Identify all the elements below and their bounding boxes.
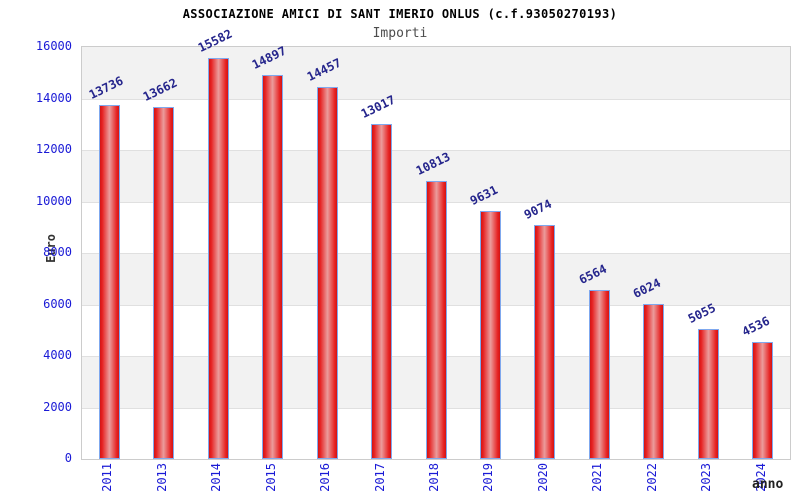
bar-2017	[371, 123, 393, 459]
bar-2016	[316, 86, 338, 459]
bar-2020	[534, 225, 556, 459]
y-tick-label: 0	[64, 451, 72, 465]
bar-2024	[752, 342, 774, 459]
y-tick-label: 12000	[35, 142, 72, 156]
x-tick-label: 2016	[318, 463, 333, 492]
plot-band-white	[82, 98, 790, 150]
y-tick-label: 14000	[35, 90, 72, 105]
bar-2014	[207, 57, 229, 459]
y-tick-label: 2000	[43, 399, 72, 414]
x-tick-label: 2018	[427, 463, 441, 492]
x-tick-label: 2021	[590, 463, 605, 492]
x-tick-label: 2014	[209, 463, 224, 492]
x-tick-label: 2022	[644, 463, 659, 492]
y-axis: 0 2000 4000 6000 8000 10000 12000 14000 16000	[0, 39, 72, 465]
x-tick-label: 2017	[372, 463, 387, 492]
bar-2021	[588, 289, 610, 459]
bar-2015	[262, 75, 284, 459]
x-tick-label: 2011	[100, 463, 115, 492]
bar-2018	[425, 180, 447, 459]
y-tick-label: 8000	[43, 245, 72, 259]
x-tick-label: 2013	[154, 463, 169, 492]
bar-2022	[643, 303, 665, 459]
plot-area: 13736 13662 15582 14897 14457 13017 10813 9631 9…	[81, 26, 791, 460]
x-tick-label: 2023	[699, 463, 714, 492]
bar-2019	[479, 211, 501, 459]
plot-band-gray	[82, 47, 790, 99]
x-tick-label: 2020	[535, 463, 550, 492]
y-tick-label: 10000	[35, 193, 72, 208]
bar-2013	[153, 107, 175, 459]
y-tick-label: 6000	[43, 296, 72, 311]
chart-subtitle: Importi	[372, 26, 428, 41]
y-tick-label: 4000	[43, 348, 72, 362]
x-tick-label: 2019	[481, 463, 496, 492]
x-axis-title: anno	[752, 477, 784, 492]
bar-2011	[98, 105, 120, 459]
x-tick-label: 2015	[263, 463, 278, 492]
x-axis: 2011 2013 2014 2015 2016 2017 2018 2019 2020 2021…	[81, 463, 789, 499]
chart-title: ASSOCIAZIONE AMICI DI SANT IMERIO ONLUS …	[182, 7, 618, 21]
bar-2023	[697, 328, 719, 459]
y-tick-label: 16000	[35, 39, 72, 53]
